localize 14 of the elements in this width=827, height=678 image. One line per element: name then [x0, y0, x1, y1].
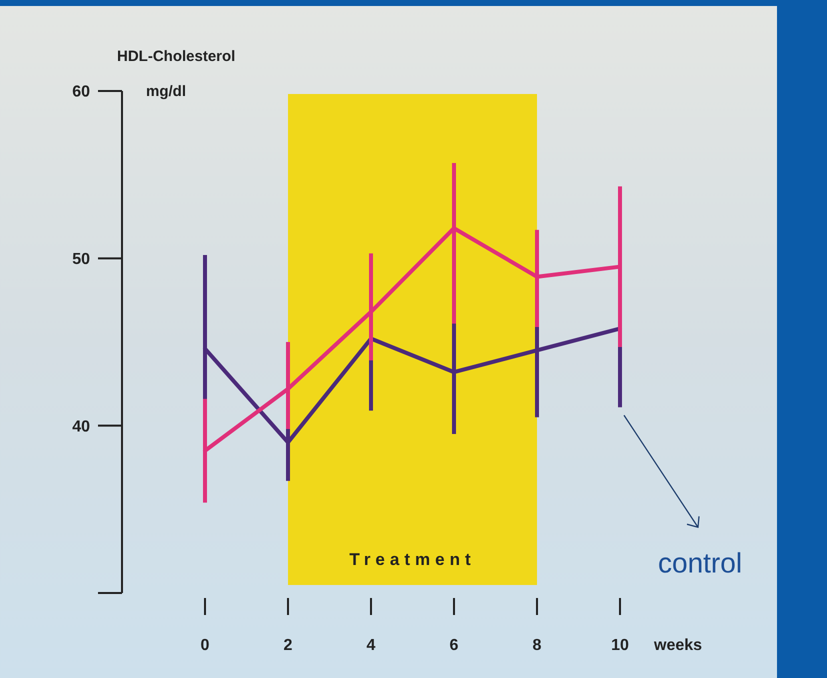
y-tick-label: 50: [72, 250, 90, 268]
x-tick-label: 4: [366, 637, 376, 654]
x-tick-label: 10: [611, 637, 629, 654]
band-label: Treatment: [349, 550, 476, 569]
y-tick-label: 40: [72, 418, 90, 436]
x-tick-label: 6: [450, 637, 459, 654]
text: control: [658, 547, 742, 578]
text: mg/dl: [146, 83, 186, 100]
x-axis-title: weeks: [653, 637, 702, 654]
x-tick-label: 8: [532, 637, 542, 654]
y-axis-title: HDL-Cholesterol: [117, 48, 236, 65]
x-tick-label: 0: [200, 637, 210, 654]
y-tick-label: 60: [72, 84, 90, 101]
x-tick-label: 2: [284, 637, 293, 654]
